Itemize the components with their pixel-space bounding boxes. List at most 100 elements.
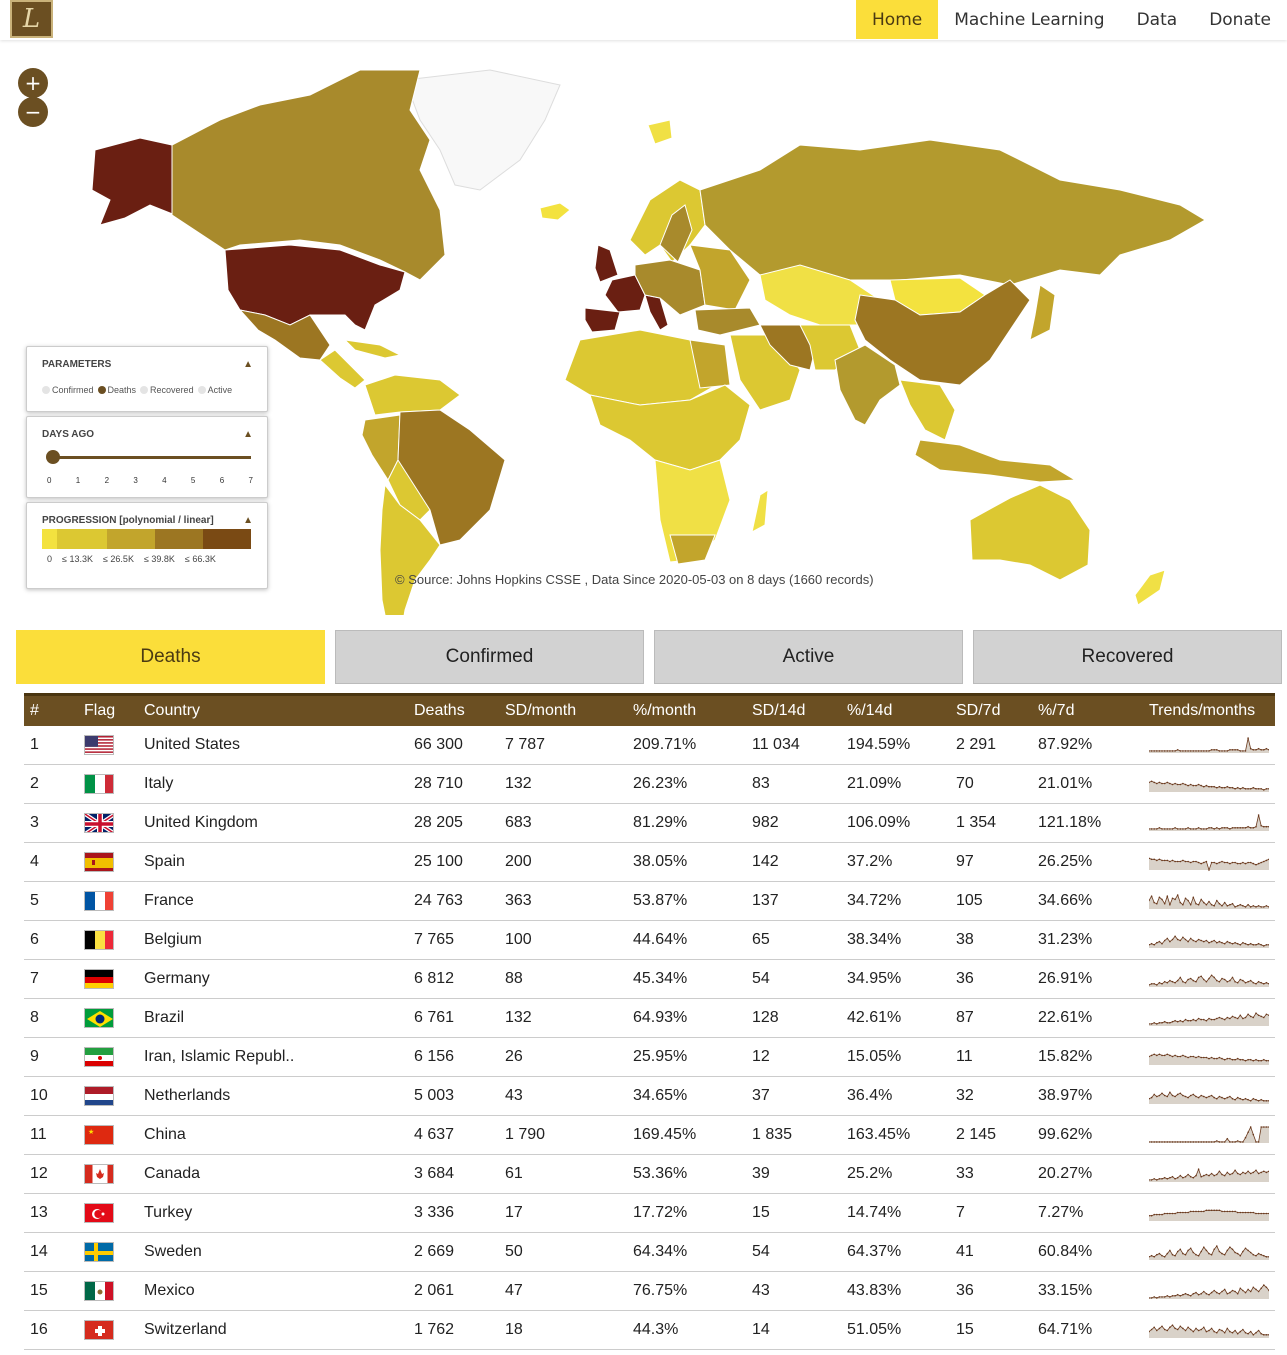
- column-header[interactable]: SD/14d: [752, 702, 806, 719]
- sparkline-chart: [1149, 894, 1269, 909]
- column-header[interactable]: #: [30, 702, 39, 719]
- map-se-asia: [899, 379, 956, 441]
- nav-item-machine-learning[interactable]: Machine Learning: [954, 9, 1105, 30]
- days-ago-collapse-icon[interactable]: ▲: [243, 429, 253, 440]
- nav-item-data[interactable]: Data: [1136, 9, 1178, 30]
- logo-letter: L: [22, 4, 41, 34]
- column-header[interactable]: %/7d: [1038, 702, 1075, 719]
- cell-deaths: 2 061: [414, 1282, 455, 1299]
- tab-recovered[interactable]: Recovered: [973, 630, 1282, 684]
- days-ago-tick: 6: [219, 476, 225, 485]
- table-row[interactable]: 5 France 24 763 363 53.87% 137 34.72% 105 34.66%: [24, 882, 1275, 921]
- sparkline-chart: [1149, 1324, 1269, 1338]
- flag-gb-icon: [84, 813, 114, 833]
- legend-label: ≤ 66.3K: [184, 554, 216, 564]
- nav-item-home[interactable]: Home: [856, 0, 939, 39]
- map-svg[interactable]: [0, 40, 1287, 615]
- parameter-option-confirmed[interactable]: Confirmed: [42, 385, 94, 395]
- column-header[interactable]: Deaths: [414, 702, 465, 719]
- table-row[interactable]: 13 Turkey 3 336 17 17.72% 15 14.74% 7 7.27%: [24, 1194, 1275, 1233]
- cell-pct-7d: 34.66%: [1038, 892, 1093, 909]
- cell-pct-14d: 42.61%: [847, 1009, 902, 1026]
- tab-deaths[interactable]: Deaths: [16, 630, 325, 684]
- zoom-out-button[interactable]: −: [18, 97, 48, 127]
- days-ago-slider-track[interactable]: [49, 456, 251, 459]
- tab-active[interactable]: Active: [654, 630, 963, 684]
- cell-country: Mexico: [144, 1282, 195, 1299]
- cell-num: 4: [30, 853, 39, 870]
- tab-confirmed[interactable]: Confirmed: [335, 630, 644, 684]
- zoom-in-button[interactable]: +: [18, 68, 48, 98]
- column-header[interactable]: Country: [144, 702, 201, 719]
- legend-label: ≤ 26.5K: [102, 554, 134, 564]
- days-ago-slider-handle[interactable]: [46, 450, 60, 464]
- flag-ir-icon: [84, 1047, 114, 1067]
- progression-title[interactable]: PROGRESSION [polynomial / linear]: [42, 515, 214, 526]
- table-row[interactable]: 2 Italy 28 710 132 26.23% 83 21.09% 70 21.01%: [24, 765, 1275, 804]
- column-header[interactable]: SD/7d: [956, 702, 1001, 719]
- table-row[interactable]: 6 Belgium 7 765 100 44.64% 65 38.34% 38 31.23%: [24, 921, 1275, 960]
- column-header[interactable]: Flag: [84, 702, 116, 719]
- parameter-label: Active: [207, 385, 233, 395]
- nav-item-donate[interactable]: Donate: [1209, 9, 1271, 30]
- table-row[interactable]: 9 Iran, Islamic Republ.. 6 156 26 25.95% 12 15…: [24, 1038, 1275, 1077]
- cell-pct-month: 76.75%: [633, 1282, 688, 1299]
- cell-sd-month: 1 790: [505, 1126, 546, 1143]
- sparkline-chart: [1149, 1053, 1269, 1065]
- cell-deaths: 6 156: [414, 1048, 455, 1065]
- cell-pct-7d: 87.92%: [1038, 736, 1093, 753]
- trend-sparkline: [1149, 1155, 1269, 1193]
- cell-sd-14d: 39: [752, 1165, 770, 1182]
- cell-pct-month: 64.34%: [633, 1243, 688, 1260]
- column-header[interactable]: %/14d: [847, 702, 893, 719]
- table-row[interactable]: 16 Switzerland 1 762 18 44.3% 14 51.05% 15 64.71…: [24, 1311, 1275, 1350]
- flag-cell: [84, 804, 114, 842]
- table-row[interactable]: 7 Germany 6 812 88 45.34% 54 34.95% 36 26.91%: [24, 960, 1275, 999]
- flag-it-icon: [84, 774, 114, 794]
- cell-country: Italy: [144, 775, 174, 792]
- parameters-collapse-icon[interactable]: ▲: [243, 359, 253, 370]
- cell-sd-month: 132: [505, 1009, 532, 1026]
- progression-collapse-icon[interactable]: ▲: [243, 515, 253, 526]
- cell-pct-month: 81.29%: [633, 814, 688, 831]
- table-row[interactable]: 11 ★ China 4 637 1 790 169.45% 1 835 163.45% 2 1…: [24, 1116, 1275, 1155]
- table-row[interactable]: 8 Brazil 6 761 132 64.93% 128 42.61% 87 22.61%: [24, 999, 1275, 1038]
- map-caribbean: [343, 339, 402, 359]
- column-header[interactable]: Trends/months: [1149, 702, 1256, 719]
- cell-sd-7d: 1 354: [956, 814, 997, 831]
- cell-sd-7d: 2 291: [956, 736, 997, 753]
- site-logo[interactable]: L: [10, 0, 53, 38]
- cell-deaths: 28 710: [414, 775, 463, 792]
- days-ago-tick: 5: [190, 476, 196, 485]
- parameter-option-recovered[interactable]: Recovered: [140, 385, 194, 395]
- table-row[interactable]: 14 Sweden 2 669 50 64.34% 54 64.37% 41 60.84%: [24, 1233, 1275, 1272]
- map-argentina: [379, 483, 441, 615]
- column-header[interactable]: SD/month: [505, 702, 577, 719]
- map-colombia-venezuela: [364, 374, 461, 416]
- cell-num: 5: [30, 892, 39, 909]
- column-header[interactable]: %/month: [633, 702, 697, 719]
- table-row[interactable]: 12 Canada 3 684 61 53.36% 39 25.2% 33 20.27%: [24, 1155, 1275, 1194]
- map-canada: [171, 69, 446, 281]
- parameters-options: Confirmed Deaths Recovered Active: [42, 385, 232, 395]
- world-map[interactable]: + − © Source: Johns Hopkins CSSE , Data …: [0, 40, 1287, 615]
- cell-num: 2: [30, 775, 39, 792]
- parameter-option-deaths[interactable]: Deaths: [97, 385, 137, 395]
- cell-country: United States: [144, 736, 241, 753]
- cell-country: China: [144, 1126, 186, 1143]
- cell-pct-7d: 21.01%: [1038, 775, 1093, 792]
- cell-pct-14d: 51.05%: [847, 1321, 902, 1338]
- cell-country: Canada: [144, 1165, 201, 1182]
- table-row[interactable]: 10 Netherlands 5 003 43 34.65% 37 36.4% 32 38.97…: [24, 1077, 1275, 1116]
- cell-sd-14d: 12: [752, 1048, 770, 1065]
- table-row[interactable]: 1 United States 66 300 7 787 209.71% 11 034 19…: [24, 726, 1275, 765]
- parameter-option-active[interactable]: Active: [197, 385, 233, 395]
- cell-pct-month: 45.34%: [633, 970, 688, 987]
- flag-cell: [84, 882, 114, 920]
- map-svalbard: [647, 119, 673, 145]
- parameter-label: Deaths: [107, 385, 137, 395]
- legend-label: ≤ 13.3K: [62, 554, 93, 564]
- table-row[interactable]: 4 Spain 25 100 200 38.05% 142 37.2% 97 26.25%: [24, 843, 1275, 882]
- table-row[interactable]: 15 Mexico 2 061 47 76.75% 43 43.83% 36 33.15%: [24, 1272, 1275, 1311]
- table-row[interactable]: 3 United Kingdom 28 205 683 81.29% 982 106.09%…: [24, 804, 1275, 843]
